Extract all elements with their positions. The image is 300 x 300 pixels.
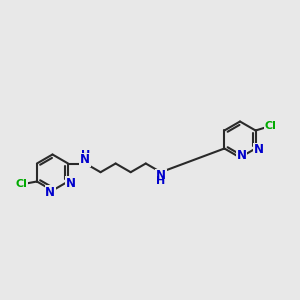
Text: H: H	[81, 150, 90, 160]
Text: N: N	[156, 169, 166, 182]
Text: Cl: Cl	[265, 121, 277, 131]
Text: N: N	[65, 177, 76, 190]
Text: Cl: Cl	[15, 179, 27, 189]
Text: H: H	[156, 176, 166, 186]
Text: N: N	[254, 143, 264, 156]
Text: N: N	[45, 186, 55, 199]
Text: N: N	[237, 149, 247, 162]
Text: N: N	[80, 153, 90, 167]
